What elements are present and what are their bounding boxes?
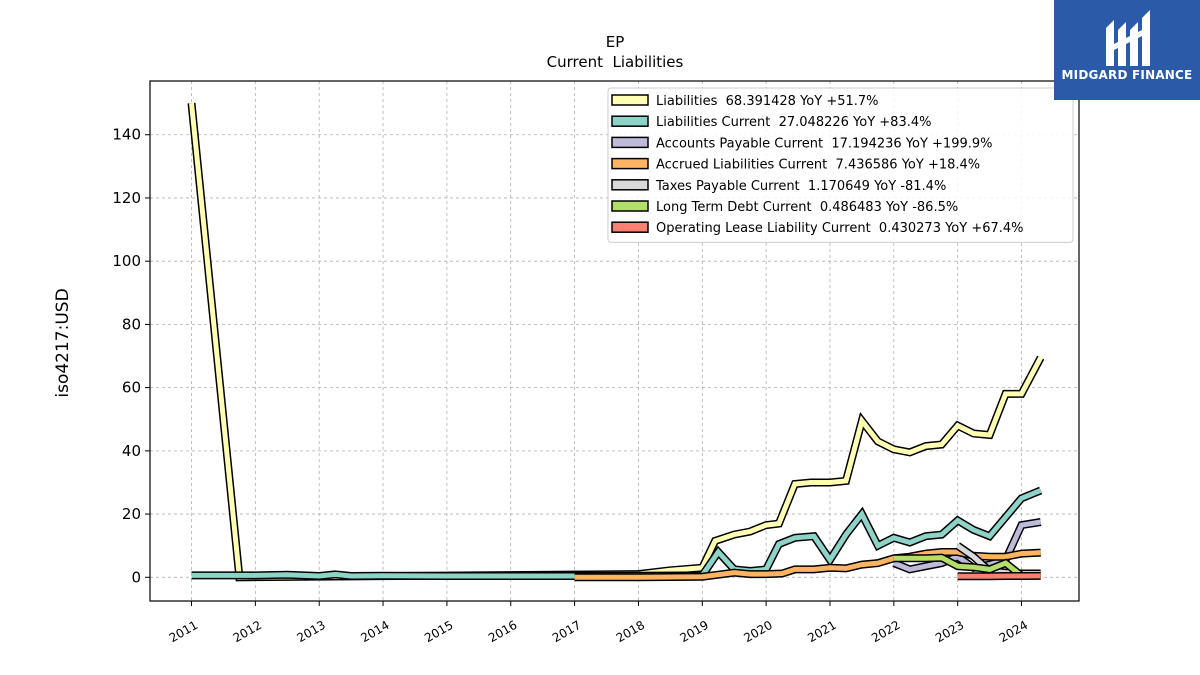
legend-label: Taxes Payable Current 1.170649 YoY -81.4…	[655, 179, 946, 194]
series-group	[187, 102, 1045, 582]
legend-swatch	[611, 94, 649, 106]
y-tick-label: 40	[122, 442, 141, 460]
x-tick-label: 2016	[486, 618, 519, 645]
y-tick-label: 120	[112, 189, 141, 207]
legend-label: Liabilities Current 27.048226 YoY +83.4%	[656, 115, 931, 130]
chart-title: EP	[606, 33, 625, 51]
x-ticks: 2011 2012 2013 2014 2015 2016 2017 2018 2019 2020…	[167, 601, 1030, 645]
y-axis-label: iso4217:USD	[53, 288, 73, 397]
x-tick-label: 2014	[358, 618, 391, 645]
series-line	[574, 549, 1041, 580]
x-tick-label: 2024	[997, 618, 1030, 645]
y-tick-label: 80	[122, 315, 141, 333]
x-tick-label: 2013	[294, 618, 327, 645]
legend-label: Accrued Liabilities Current 7.436586 YoY…	[656, 158, 980, 173]
legend-label: Accounts Payable Current 17.194236 YoY +…	[656, 136, 993, 151]
legend-swatch	[611, 115, 649, 127]
plot-frame	[149, 80, 1080, 602]
legend-label: Operating Lease Liability Current 0.4302…	[656, 221, 1024, 236]
y-tick-label: 140	[112, 126, 141, 144]
legend-box	[607, 87, 1074, 243]
y-tick-label: 0	[131, 568, 141, 586]
x-tick-label: 2018	[614, 618, 647, 645]
x-tick-label: 2021	[805, 618, 838, 645]
x-tick-label: 2022	[869, 618, 902, 645]
legend-swatch	[611, 221, 649, 233]
series-line	[893, 555, 1024, 578]
logo-text: MIDGARD FINANCE	[1061, 68, 1193, 82]
logo: MIDGARD FINANCE	[1054, 0, 1200, 100]
series-line	[191, 488, 1042, 579]
series-line	[189, 102, 1043, 580]
x-tick-label: 2020	[741, 618, 774, 645]
y-ticks: 0 20 40 60 80 100 120 140	[112, 126, 150, 586]
legend-swatch	[611, 136, 649, 149]
chart-subtitle: Current Liabilities	[547, 53, 684, 71]
legend-label: Liabilities 68.391428 YoY +51.7%	[656, 94, 879, 109]
x-tick-label: 2017	[550, 618, 583, 645]
series-line	[892, 519, 1042, 572]
x-tick-label: 2015	[422, 618, 455, 645]
x-tick-label: 2019	[678, 618, 711, 645]
x-tick-label: 2023	[933, 618, 966, 645]
legend-swatch	[611, 179, 649, 191]
legend-swatch	[611, 157, 649, 170]
legend-label: Long Term Debt Current 0.486483 YoY -86.…	[656, 200, 958, 215]
logo-mark-icon	[1106, 10, 1150, 66]
y-tick-label: 20	[122, 505, 141, 523]
x-tick-label: 2012	[231, 618, 264, 645]
legend-swatch	[611, 200, 649, 212]
x-tick-label: 2011	[167, 618, 200, 645]
y-tick-label: 60	[122, 379, 141, 397]
y-tick-label: 100	[112, 252, 141, 270]
legend: Liabilities 68.391428 YoY +51.7% Liabilit…	[607, 87, 1074, 243]
